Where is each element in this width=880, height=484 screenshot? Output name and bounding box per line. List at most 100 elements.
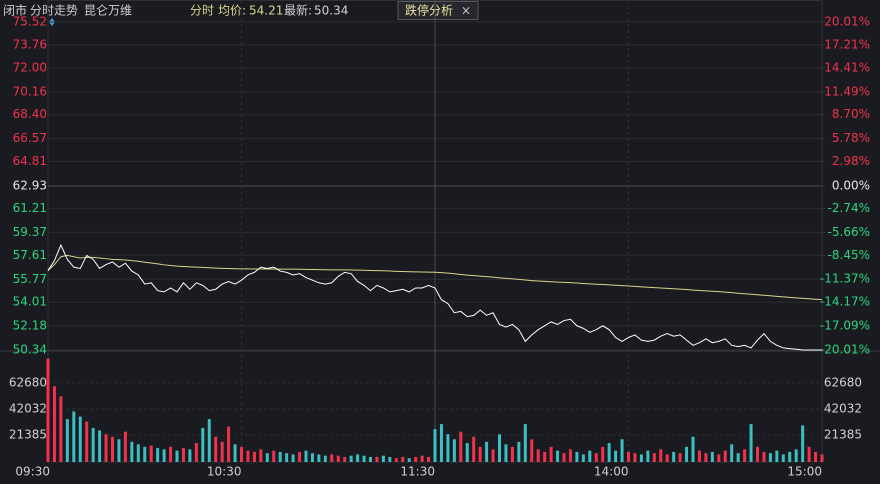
volume-bar xyxy=(394,458,398,462)
volume-bar xyxy=(414,456,418,462)
volume-bar xyxy=(104,434,108,462)
volume-bar xyxy=(143,446,147,462)
volume-bar xyxy=(446,434,450,462)
volume-bar xyxy=(278,451,282,462)
stock-name: 昆仑万维 xyxy=(84,4,132,18)
y-tick-label: 55.77 xyxy=(13,272,47,286)
volume-bar xyxy=(123,431,127,462)
volume-bar xyxy=(52,386,56,462)
volume-bar xyxy=(59,396,63,462)
volume-bar xyxy=(627,451,630,462)
volume-bar xyxy=(588,450,592,462)
volume-bar xyxy=(485,441,489,462)
analysis-label[interactable]: 跌停分析 xyxy=(405,3,453,18)
volume-bar xyxy=(452,439,456,462)
volume-bar xyxy=(768,453,772,462)
mode: 分时 xyxy=(190,4,214,18)
volume-bar xyxy=(523,424,527,462)
volume-bar xyxy=(743,449,747,462)
analysis-tab[interactable] xyxy=(397,1,479,20)
volume-bar xyxy=(730,444,734,462)
volume-bar xyxy=(472,436,476,462)
volume-bar xyxy=(98,430,102,462)
volume-bar xyxy=(536,449,540,462)
y2-tick-label: -8.45% xyxy=(828,248,870,262)
volume-bar xyxy=(220,441,224,462)
volume-bar xyxy=(65,419,69,462)
volume-bar xyxy=(407,458,411,462)
volume-bar xyxy=(323,455,327,462)
volume-bar xyxy=(149,445,153,462)
volume-bar xyxy=(362,455,366,462)
volume-bar xyxy=(336,455,340,462)
volume-bar xyxy=(420,455,424,462)
view-tab[interactable]: 分时走势 xyxy=(30,4,78,18)
last-value: 50.34 xyxy=(314,4,348,18)
volume-bar xyxy=(265,453,269,462)
volume-bar xyxy=(633,453,637,462)
y-tick-label: 57.61 xyxy=(13,248,47,262)
volume-bar xyxy=(330,454,334,462)
volume-bar xyxy=(704,453,708,462)
volume-bar xyxy=(491,449,495,462)
volume-bar xyxy=(304,450,308,462)
volume-bar xyxy=(240,446,243,462)
volume-bar xyxy=(388,456,392,462)
volume-bar xyxy=(652,453,656,462)
volume-bar xyxy=(252,451,256,462)
y2-tick-label: 20.01% xyxy=(824,15,870,29)
volume-bar xyxy=(659,449,663,462)
y-tick-label: 54.01 xyxy=(13,295,47,309)
volume-bar xyxy=(465,443,469,462)
volume-bar xyxy=(562,453,566,462)
volume-bar xyxy=(717,454,721,462)
x-tick-label: 14:00 xyxy=(594,465,629,479)
volume-bar xyxy=(510,446,514,462)
volume-bar xyxy=(749,424,753,462)
y-tick-label: 68.40 xyxy=(13,107,47,121)
volume-bar xyxy=(233,444,237,462)
volume-bar xyxy=(285,453,289,462)
y-tick-label: 73.76 xyxy=(13,37,47,51)
volume-bar xyxy=(433,429,437,462)
close-button[interactable]: × xyxy=(461,4,471,18)
y2-tick-label: 17.21% xyxy=(824,37,870,51)
volume-bar xyxy=(607,443,611,462)
volume-bar xyxy=(130,441,134,462)
volume-bar xyxy=(685,446,689,462)
y2-tick-label: -11.37% xyxy=(820,272,870,286)
volume-bar xyxy=(369,456,372,462)
volume-bar xyxy=(614,450,618,462)
volume-bar xyxy=(691,436,695,462)
volume-bar xyxy=(665,454,669,462)
y-tick-label: 52.18 xyxy=(13,319,47,333)
volume-bar xyxy=(710,451,714,462)
price-line xyxy=(47,243,822,351)
y2-tick-label: 11.49% xyxy=(824,84,870,98)
y-tick-label: 70.16 xyxy=(13,84,47,98)
volume-bar xyxy=(162,449,166,462)
x-tick-label: 09:30 xyxy=(15,465,50,479)
x-tick-label: 11:30 xyxy=(400,465,435,479)
y2-tick-label: 2.98% xyxy=(832,154,870,168)
volume-bar xyxy=(672,451,676,462)
avg-label: 均价: xyxy=(218,4,246,18)
y2-tick-label: -20.01% xyxy=(820,343,870,357)
volume-bar xyxy=(543,451,547,462)
last-label: 最新: xyxy=(284,3,312,18)
y2-tick-label: 5.78% xyxy=(832,131,870,145)
volume-bar xyxy=(375,456,379,462)
volume-bar xyxy=(723,450,727,462)
volume-bar xyxy=(678,453,682,462)
volume-bar xyxy=(517,441,521,462)
volume-bar xyxy=(246,450,250,462)
volume-bar xyxy=(181,448,185,462)
volume-bar xyxy=(201,427,205,462)
volume-bar xyxy=(556,450,560,462)
volume-bar xyxy=(272,450,276,462)
volume-bar xyxy=(620,439,624,462)
volume-tick-label: 42032 xyxy=(9,401,47,415)
volume-bar xyxy=(781,454,785,462)
volume-bar xyxy=(459,431,463,462)
